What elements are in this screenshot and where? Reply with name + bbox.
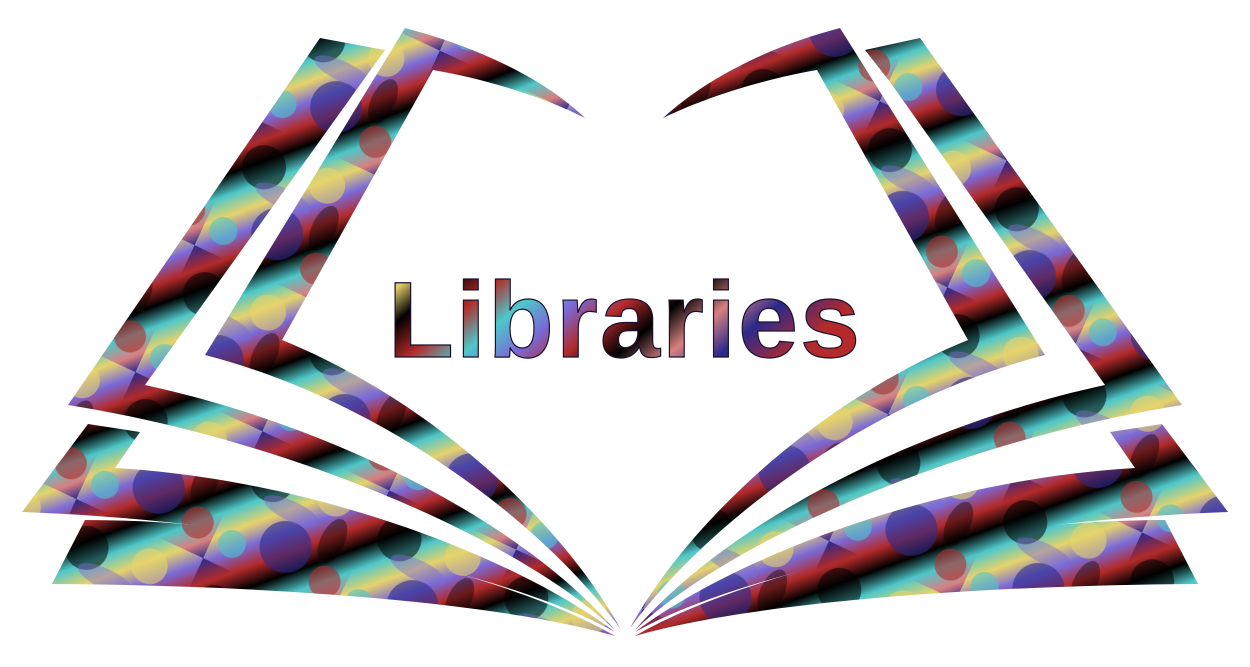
right-pages [630,28,1228,636]
right-page-lower-1 [635,424,1228,632]
right-page-outer [635,38,1182,630]
right-page-lower-2 [635,520,1198,636]
left-pages [22,28,620,636]
left-page-lower-1 [22,424,615,632]
title-text: Libraries [388,259,862,380]
left-page-inner [205,28,620,628]
left-page-lower-2 [52,520,615,636]
right-page-inner [630,28,1045,628]
left-page-outer [68,38,615,630]
